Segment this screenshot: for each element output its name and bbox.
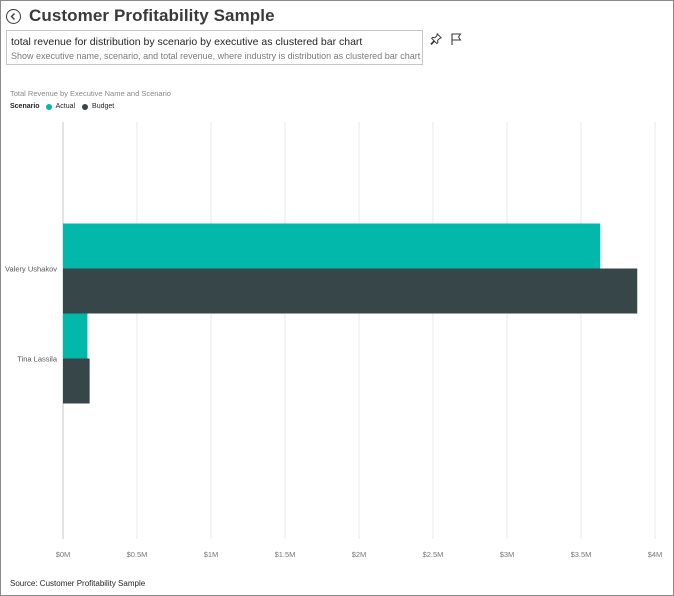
legend-dot-actual — [45, 103, 52, 110]
x-tick-label: $3.5M — [571, 550, 592, 559]
chart-legend: Scenario Actual Budget — [10, 103, 121, 110]
x-tick-label: $0.5M — [127, 550, 148, 559]
legend-title: Scenario — [10, 103, 40, 110]
bar-budget — [63, 358, 90, 404]
legend-dot-budget — [82, 103, 89, 110]
bar-actual — [63, 313, 88, 359]
bar-budget — [63, 268, 638, 314]
back-arrow-icon[interactable] — [6, 8, 21, 24]
x-tick-label: $3M — [500, 550, 515, 559]
qa-box: Show executive name, scenario, and total… — [6, 30, 423, 65]
flag-icon[interactable] — [449, 32, 463, 46]
x-tick-label: $1.5M — [275, 550, 296, 559]
bar-actual — [63, 223, 601, 269]
legend-item-budget[interactable]: Budget — [82, 103, 114, 110]
legend-label-actual: Actual — [55, 103, 76, 110]
qa-question-input[interactable] — [11, 34, 416, 49]
legend-label-budget: Budget — [92, 103, 115, 110]
pin-icon[interactable] — [429, 32, 443, 46]
source-note: Source: Customer Profitability Sample — [10, 579, 146, 588]
header: Customer Profitability Sample — [6, 5, 275, 27]
x-tick-label: $0M — [56, 550, 71, 559]
x-tick-label: $4M — [648, 550, 663, 559]
chart-title: Total Revenue by Executive Name and Scen… — [10, 89, 171, 98]
y-category-label: Tina Lassila — [17, 355, 58, 364]
y-category-label: Valery Ushakov — [5, 265, 57, 274]
x-tick-label: $1M — [204, 550, 219, 559]
x-tick-label: $2.5M — [423, 550, 444, 559]
page-title: Customer Profitability Sample — [29, 6, 275, 25]
qa-restatement: Show executive name, scenario, and total… — [11, 51, 421, 61]
legend-item-actual[interactable]: Actual — [45, 103, 76, 110]
x-tick-label: $2M — [352, 550, 367, 559]
